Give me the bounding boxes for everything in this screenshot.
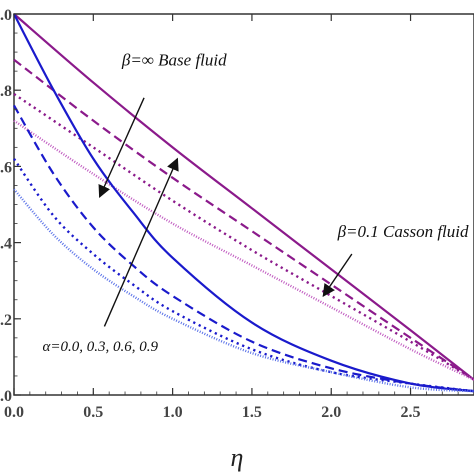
annotation-label-3: α=0.0, 0.3, 0.6, 0.9 — [43, 339, 159, 355]
annotation-arrow-3 — [103, 157, 179, 327]
annotation-label-2: β=0.1 Casson fluid — [337, 222, 469, 241]
tick-layer: 0.0 0.5 1.0 1.5 2.0 2.5 0.0 0.2 0.4 0.6 0.8 1.0 — [0, 7, 459, 421]
y-tick-label: 1.0 — [0, 7, 12, 24]
y-tick-label: 0.8 — [0, 83, 12, 100]
series-line-base-4 — [13, 188, 474, 393]
series-line-base-3 — [13, 158, 474, 393]
plot-border — [13, 13, 474, 396]
x-tick-label: 2.5 — [401, 404, 421, 421]
annotation-label-1: β=∞ Base fluid — [121, 50, 227, 69]
series-line-casson-2 — [13, 58, 474, 381]
annotation-arrow-2 — [322, 253, 353, 297]
y-tick-label: 0.6 — [0, 159, 12, 176]
y-tick-label: 0.0 — [0, 388, 12, 405]
series-line-casson-4 — [13, 119, 474, 381]
axes-frame — [13, 13, 474, 396]
annotation-layer: β=∞ Base fluid β=0.1 Casson fluid α=0.0, 0… — [43, 50, 469, 355]
y-tick-label: 0.2 — [0, 312, 12, 329]
x-tick-label: 2.0 — [321, 404, 341, 421]
x-tick-label: 1.5 — [242, 404, 262, 421]
series-line-base-2 — [13, 104, 474, 393]
x-axis-title: η — [231, 443, 244, 472]
y-tick-label: 0.4 — [0, 236, 12, 253]
annotation-arrow-1 — [98, 97, 145, 199]
series-layer — [13, 13, 474, 393]
series-line-base-1 — [13, 13, 474, 393]
x-tick-label: 1.0 — [163, 404, 183, 421]
x-tick-label: 0.0 — [4, 404, 24, 421]
series-line-casson-1 — [13, 13, 474, 381]
x-tick-label: 0.5 — [83, 404, 103, 421]
